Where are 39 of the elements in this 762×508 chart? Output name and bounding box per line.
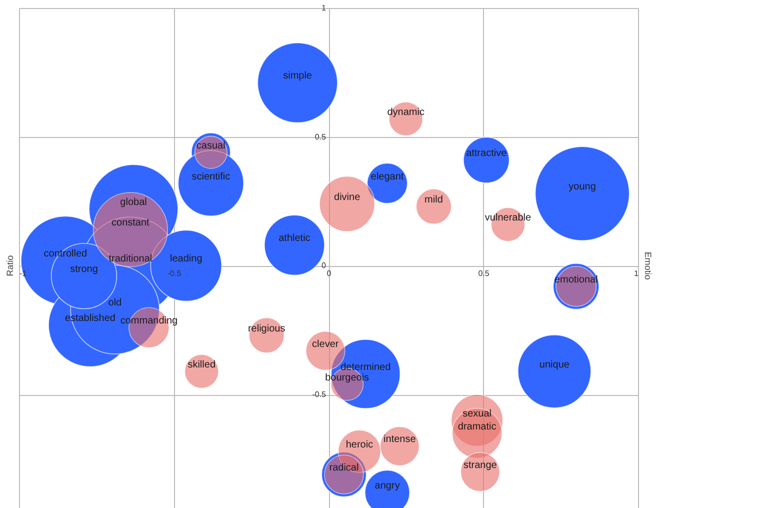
data-label: mild <box>424 194 443 206</box>
data-label: constant <box>112 218 150 229</box>
x-tick-label: -0.5 <box>167 269 182 278</box>
data-label: athletic <box>278 233 310 244</box>
data-label: leading <box>170 254 202 265</box>
data-label: commanding <box>120 316 178 327</box>
data-label: simple <box>283 70 312 82</box>
x-tick-label: 1 <box>634 269 640 278</box>
y-tick-label: 0.5 <box>314 132 327 142</box>
data-label: heroic <box>346 439 374 450</box>
x-tick-label: 0.5 <box>478 269 490 278</box>
data-label: angry <box>374 480 400 492</box>
data-label: casual <box>196 140 226 152</box>
data-label: attractive <box>466 148 508 160</box>
text: Ratio <box>5 255 15 276</box>
data-label: sexual <box>462 408 492 420</box>
data-label: radical <box>329 462 359 474</box>
data-label: dynamic <box>387 106 424 118</box>
data-label: determined <box>340 362 391 373</box>
y-tick-label: -0.5 <box>312 390 327 400</box>
data-label: skilled <box>188 359 216 370</box>
y-tick-label: 1 <box>322 4 327 12</box>
text: Emotio <box>643 252 653 280</box>
data-label: religious <box>248 323 286 334</box>
data-label: traditional <box>108 254 152 265</box>
data-label: global <box>120 197 147 208</box>
data-label: scientific <box>192 171 230 182</box>
data-label: young <box>568 182 596 193</box>
data-label: clever <box>312 338 340 350</box>
data-label: elegant <box>370 171 404 182</box>
data-label: strange <box>463 460 498 471</box>
data-label: vulnerable <box>484 212 532 224</box>
data-label: unique <box>539 359 570 370</box>
y-tick-label: 0 <box>322 261 327 270</box>
data-label: intense <box>384 434 416 446</box>
data-label: old <box>108 298 122 309</box>
data-label: strong <box>70 264 98 276</box>
data-label: divine <box>334 192 361 203</box>
data-label: dramatic <box>458 421 496 432</box>
